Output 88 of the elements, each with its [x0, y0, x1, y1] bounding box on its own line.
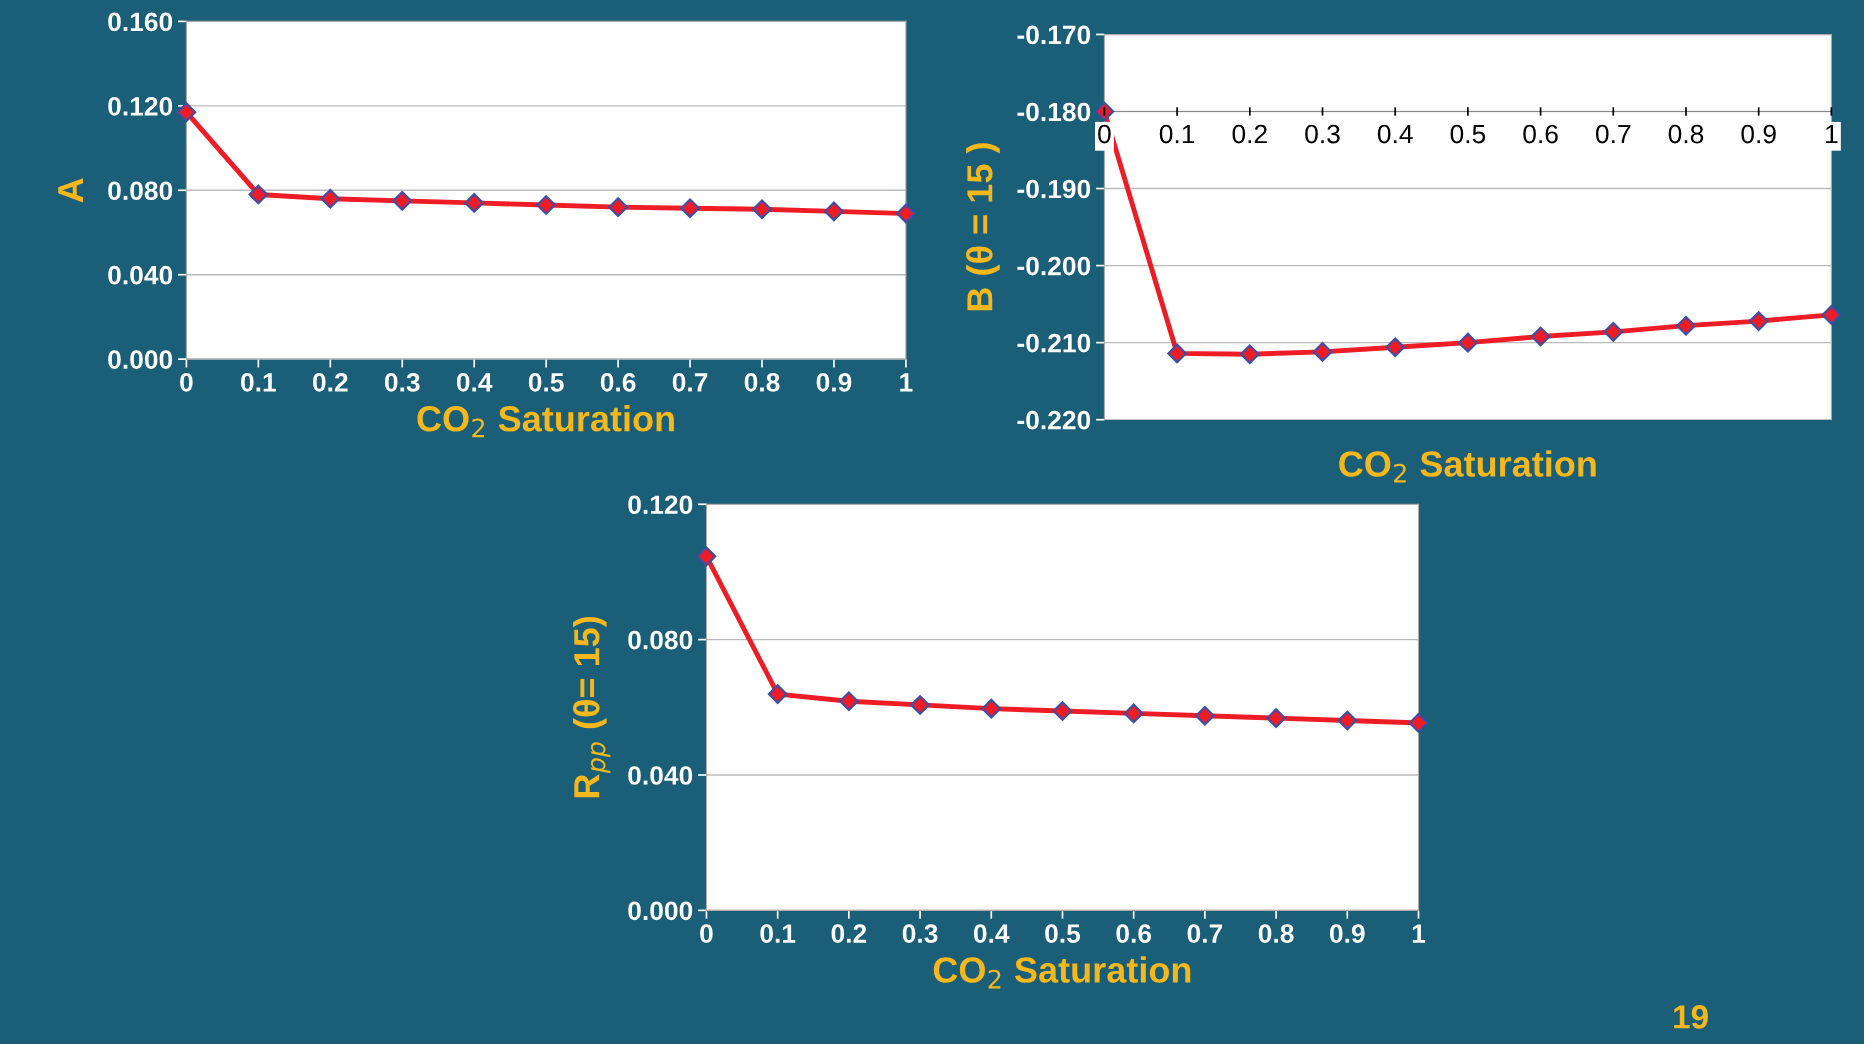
x-tick-label: 0.4 — [456, 373, 493, 392]
y-tick-label: 0.000 — [628, 901, 693, 921]
x-tick-label: 0.8 — [1668, 124, 1704, 144]
point — [1312, 342, 1333, 362]
point — [752, 199, 772, 220]
point — [1676, 315, 1696, 336]
y-tick-label: -0.200 — [1017, 256, 1091, 276]
y-axis-title: A — [58, 178, 84, 203]
text: 19 — [1674, 1005, 1708, 1029]
point — [896, 203, 916, 224]
point — [910, 695, 930, 715]
y-tick-label: -0.170 — [1017, 25, 1091, 45]
point — [767, 684, 788, 704]
point — [824, 201, 844, 222]
point — [464, 193, 485, 213]
x-tick-label: 0.1 — [760, 924, 796, 943]
y-tick-label: 0.080 — [628, 630, 693, 650]
x-tick-label: 0 — [180, 373, 193, 392]
point — [1748, 311, 1769, 331]
y-axis-title: B (θ = 15 ) — [966, 143, 1000, 311]
y-tick-label: 0.040 — [628, 766, 693, 785]
x-axis-title: CO$_{2}$ Saturation — [933, 956, 1191, 989]
point — [176, 102, 197, 123]
y-tick-label: 0.080 — [108, 181, 173, 201]
point — [1094, 101, 1115, 122]
point — [608, 197, 628, 218]
x-tick-label: 0.3 — [384, 373, 420, 392]
point — [1195, 705, 1215, 726]
x-tick-label: 1 — [900, 373, 913, 392]
x-tick-label: 0.5 — [1045, 924, 1081, 943]
y-axis-title: R$_{pp}$ (θ= 15) — [573, 616, 611, 798]
point — [1408, 713, 1429, 733]
point — [248, 184, 269, 205]
x-tick-label: 0.7 — [1187, 924, 1223, 943]
x-tick-label: 0.2 — [1232, 124, 1267, 144]
point — [1337, 710, 1358, 731]
x-tick-label: 0.9 — [1741, 124, 1776, 144]
x-tick-label: 0.9 — [1330, 924, 1365, 943]
x-tick-label: 0.3 — [1305, 124, 1340, 144]
point — [1123, 703, 1144, 724]
x-tick-label: 0.8 — [1258, 924, 1294, 943]
point — [392, 190, 413, 211]
x-tick-label: 0.8 — [744, 373, 780, 392]
x-tick-label: 0.2 — [313, 373, 348, 392]
x-tick-label: 0 — [1098, 124, 1111, 144]
x-tick-label: 0.7 — [1595, 124, 1631, 144]
x-axis-title: CO$_{2}$ Saturation — [417, 405, 674, 438]
point — [1603, 321, 1624, 342]
x-tick-label: 0.1 — [1159, 124, 1195, 144]
y-tick-label: -0.210 — [1017, 333, 1091, 353]
point — [838, 691, 859, 712]
y-tick-label: 0.120 — [628, 495, 693, 515]
point — [1052, 701, 1073, 721]
x-tick-label: 0.3 — [902, 924, 938, 943]
x-tick-label: 0.6 — [600, 373, 636, 392]
point — [1266, 708, 1286, 729]
x-tick-label: 1 — [1826, 124, 1838, 144]
y-tick-label: 0.040 — [108, 265, 173, 285]
x-tick-label: 0.5 — [1450, 124, 1486, 144]
x-tick-label: 0.4 — [973, 924, 1010, 943]
y-tick-label: -0.190 — [1017, 179, 1091, 199]
point — [1530, 326, 1551, 347]
x-tick-label: 0.9 — [816, 373, 852, 392]
y-tick-label: 0.160 — [108, 12, 173, 32]
point — [536, 195, 557, 215]
point — [320, 188, 341, 209]
x-tick-label: 0.2 — [831, 924, 867, 943]
point — [680, 198, 700, 219]
x-tick-label: 0.4 — [1377, 124, 1413, 144]
point — [1458, 332, 1478, 353]
y-tick-label: 0.000 — [108, 350, 173, 369]
x-axis-title: CO$_{2}$ Saturation — [1339, 450, 1596, 483]
point — [1239, 344, 1260, 365]
x-tick-label: 0 — [700, 924, 713, 943]
x-tick-label: 0.6 — [1116, 924, 1152, 943]
y-tick-label: -0.180 — [1017, 102, 1091, 122]
x-tick-label: 0.7 — [672, 373, 708, 392]
point — [1385, 337, 1406, 358]
point — [1167, 343, 1187, 364]
y-tick-label: 0.120 — [108, 96, 173, 116]
x-tick-label: 0.6 — [1523, 124, 1558, 144]
x-tick-label: 0.5 — [528, 373, 564, 392]
point — [1821, 305, 1842, 325]
x-tick-label: 0.1 — [241, 373, 276, 392]
y-tick-label: -0.220 — [1017, 410, 1091, 430]
point — [981, 698, 1002, 719]
x-tick-label: 1 — [1412, 924, 1426, 943]
point — [696, 546, 717, 567]
